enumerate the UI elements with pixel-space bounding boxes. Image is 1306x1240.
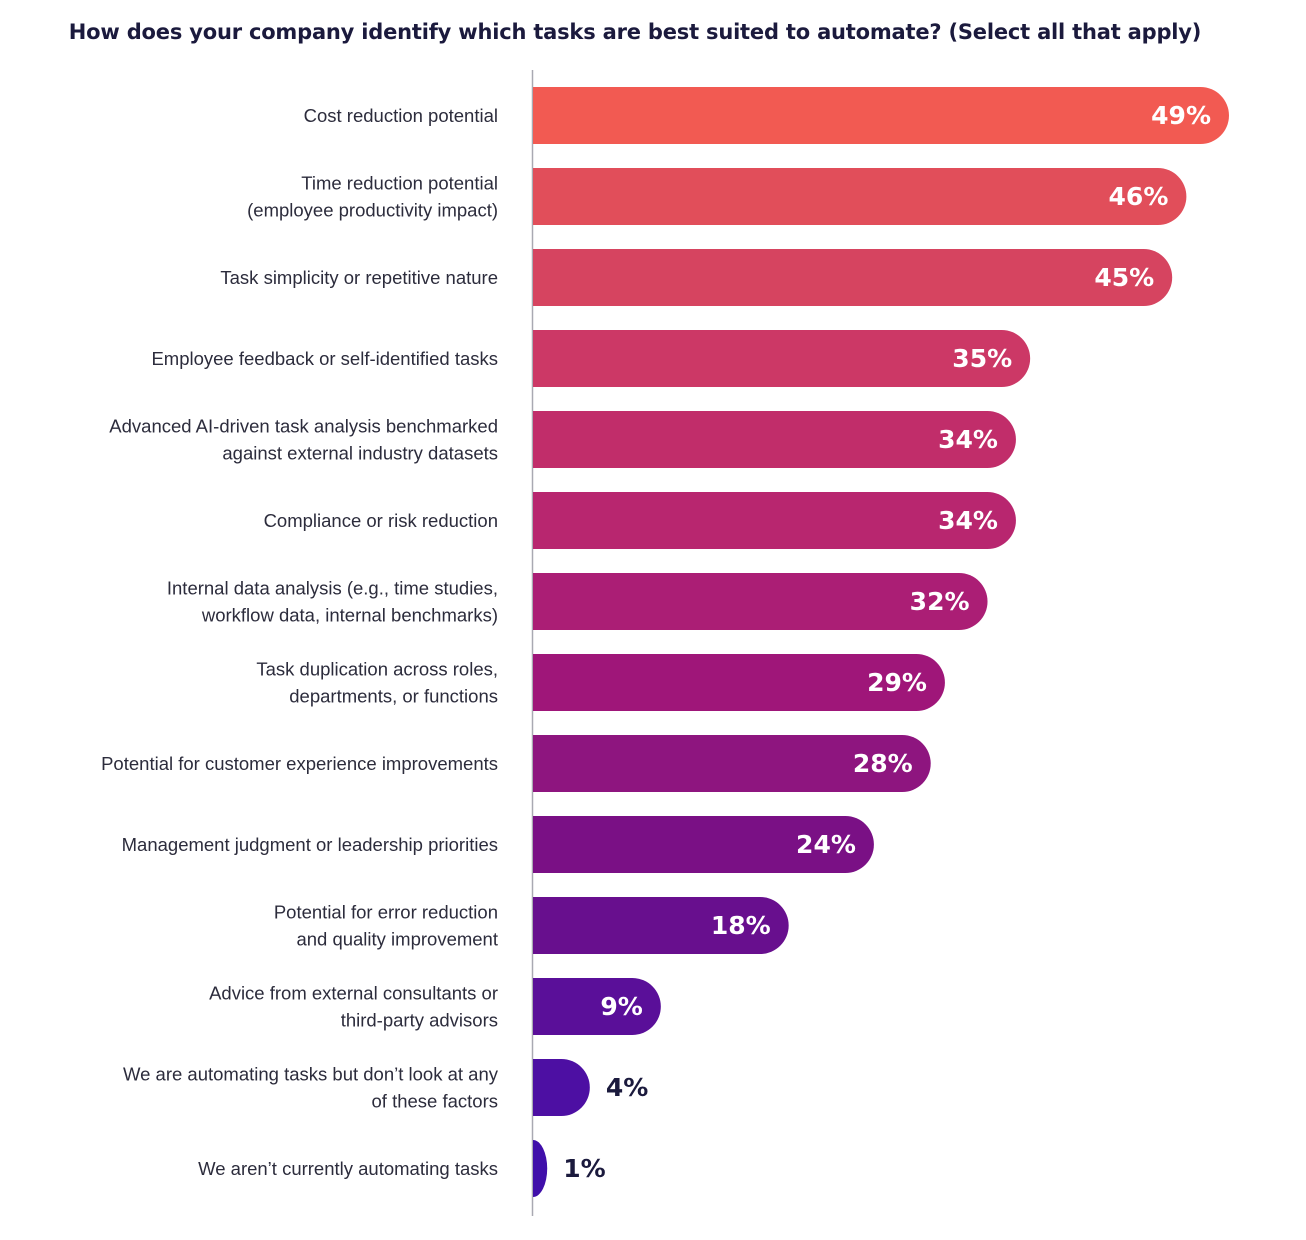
chart-title: How does your company identify which tas… xyxy=(68,20,1202,44)
category-labels-group: Cost reduction potential Time reduction p… xyxy=(101,105,499,1179)
bar xyxy=(533,978,661,1035)
bar xyxy=(533,573,988,630)
category-label: workflow data, internal benchmarks) xyxy=(201,605,498,626)
category-label: third-party advisors xyxy=(341,1010,498,1031)
bar xyxy=(533,330,1031,387)
value-label: 9% xyxy=(600,992,642,1021)
category-label: Task duplication across roles, xyxy=(256,659,498,680)
bar xyxy=(533,1140,548,1197)
category-label: and quality improvement xyxy=(296,929,498,950)
category-label: (employee productivity impact) xyxy=(247,200,498,221)
category-label: Employee feedback or self-identified tas… xyxy=(151,348,498,369)
category-label: departments, or functions xyxy=(289,686,498,707)
category-label: Internal data analysis (e.g., time studi… xyxy=(167,578,498,599)
bar xyxy=(533,87,1229,144)
bar xyxy=(533,492,1016,549)
category-label: Advice from external consultants or xyxy=(209,983,498,1004)
category-label: Compliance or risk reduction xyxy=(264,510,498,531)
category-label: Advanced AI-driven task analysis benchma… xyxy=(109,416,498,437)
category-label: Potential for customer experience improv… xyxy=(101,753,498,774)
category-label: Potential for error reduction xyxy=(274,902,498,923)
bar xyxy=(533,735,931,792)
value-label: 29% xyxy=(867,668,927,697)
category-label: of these factors xyxy=(372,1091,498,1112)
value-label: 28% xyxy=(853,749,913,778)
value-label: 24% xyxy=(796,830,856,859)
bar xyxy=(533,1059,590,1116)
bar xyxy=(533,168,1187,225)
value-label: 34% xyxy=(938,425,998,454)
bar xyxy=(533,249,1173,306)
category-label: Task simplicity or repetitive nature xyxy=(220,267,498,288)
value-label: 18% xyxy=(711,911,771,940)
value-label: 32% xyxy=(910,587,970,616)
category-label: against external industry datasets xyxy=(222,443,498,464)
bar xyxy=(533,654,945,711)
bar xyxy=(533,897,789,954)
category-label: We aren’t currently automating tasks xyxy=(198,1158,498,1179)
bars-group: 49% 46% 45% 35% 34% 34% 32% 29% 28% 24% 18% 9% 4% 1% xyxy=(533,87,1229,1197)
category-label: We are automating tasks but don’t look a… xyxy=(123,1064,499,1085)
value-label: 45% xyxy=(1094,263,1154,292)
bar xyxy=(533,411,1016,468)
value-label: 35% xyxy=(952,344,1012,373)
category-label: Management judgment or leadership priori… xyxy=(122,834,498,855)
category-label: Time reduction potential xyxy=(301,173,498,194)
value-label: 4% xyxy=(606,1073,648,1102)
category-label: Cost reduction potential xyxy=(304,105,498,126)
value-label: 49% xyxy=(1151,101,1211,130)
value-label: 34% xyxy=(938,506,998,535)
bar xyxy=(533,816,874,873)
value-label: 1% xyxy=(563,1154,605,1183)
value-label: 46% xyxy=(1109,182,1169,211)
